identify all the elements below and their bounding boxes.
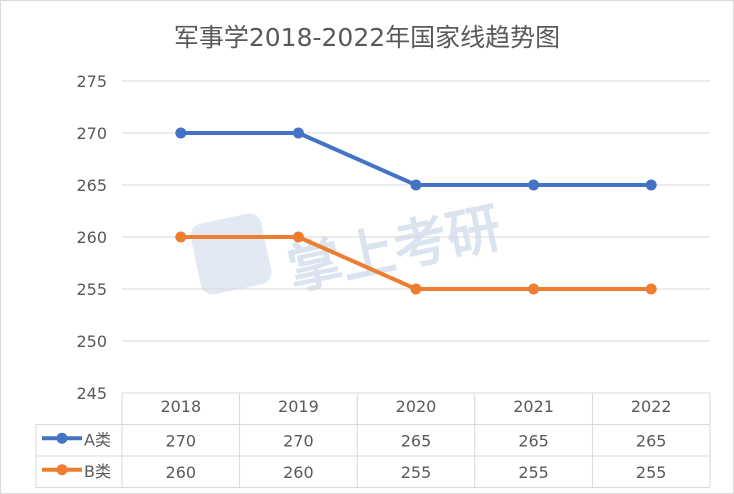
- watermark: 掌上考研: [190, 196, 507, 303]
- data-point: [292, 231, 304, 243]
- data-point: [645, 179, 657, 191]
- data-point: [645, 283, 657, 295]
- data-table: 2018 2019 2020 2021 2022 A类 270 270 265 265 265 B类 2…: [35, 392, 711, 488]
- series-lines: [175, 127, 657, 295]
- data-label: 255: [636, 463, 667, 482]
- legend-key-marker: [56, 432, 68, 444]
- x-tick-label: 2021: [513, 397, 554, 416]
- chart-title: 军事学2018-2022年国家线趋势图: [173, 23, 561, 52]
- gridlines: [122, 80, 710, 342]
- data-point: [410, 179, 422, 191]
- watermark-logo: [190, 213, 272, 295]
- legend-key-marker: [56, 464, 68, 476]
- y-tick-label: 265: [76, 176, 107, 195]
- y-tick-label: 245: [76, 384, 107, 403]
- y-tick-label: 260: [76, 228, 107, 247]
- data-label: 255: [518, 463, 549, 482]
- data-point: [528, 179, 540, 191]
- y-tick-label: 255: [76, 280, 107, 299]
- y-axis-ticks: 245 250 255 260 265 270 275: [76, 72, 107, 403]
- y-tick-label: 250: [76, 332, 107, 351]
- x-tick-label: 2018: [160, 397, 201, 416]
- x-tick-label: 2019: [278, 397, 319, 416]
- y-tick-label: 275: [76, 72, 107, 91]
- data-label: 270: [283, 431, 314, 450]
- legend-label: B类: [84, 462, 111, 481]
- data-point: [175, 231, 187, 243]
- data-label: 260: [283, 463, 314, 482]
- data-label: 260: [166, 463, 197, 482]
- data-label: 255: [401, 463, 432, 482]
- y-tick-label: 270: [76, 124, 107, 143]
- x-tick-label: 2022: [631, 397, 672, 416]
- data-point: [410, 283, 422, 295]
- data-label: 265: [401, 431, 432, 450]
- x-tick-label: 2020: [396, 397, 437, 416]
- data-label: 265: [636, 431, 667, 450]
- watermark-text: 掌上考研: [282, 196, 506, 303]
- data-label: 270: [166, 431, 197, 450]
- data-label: 265: [518, 431, 549, 450]
- data-point: [292, 127, 304, 139]
- data-point: [175, 127, 187, 139]
- legend-label: A类: [84, 430, 111, 449]
- series-line: [180, 131, 652, 187]
- data-point: [528, 283, 540, 295]
